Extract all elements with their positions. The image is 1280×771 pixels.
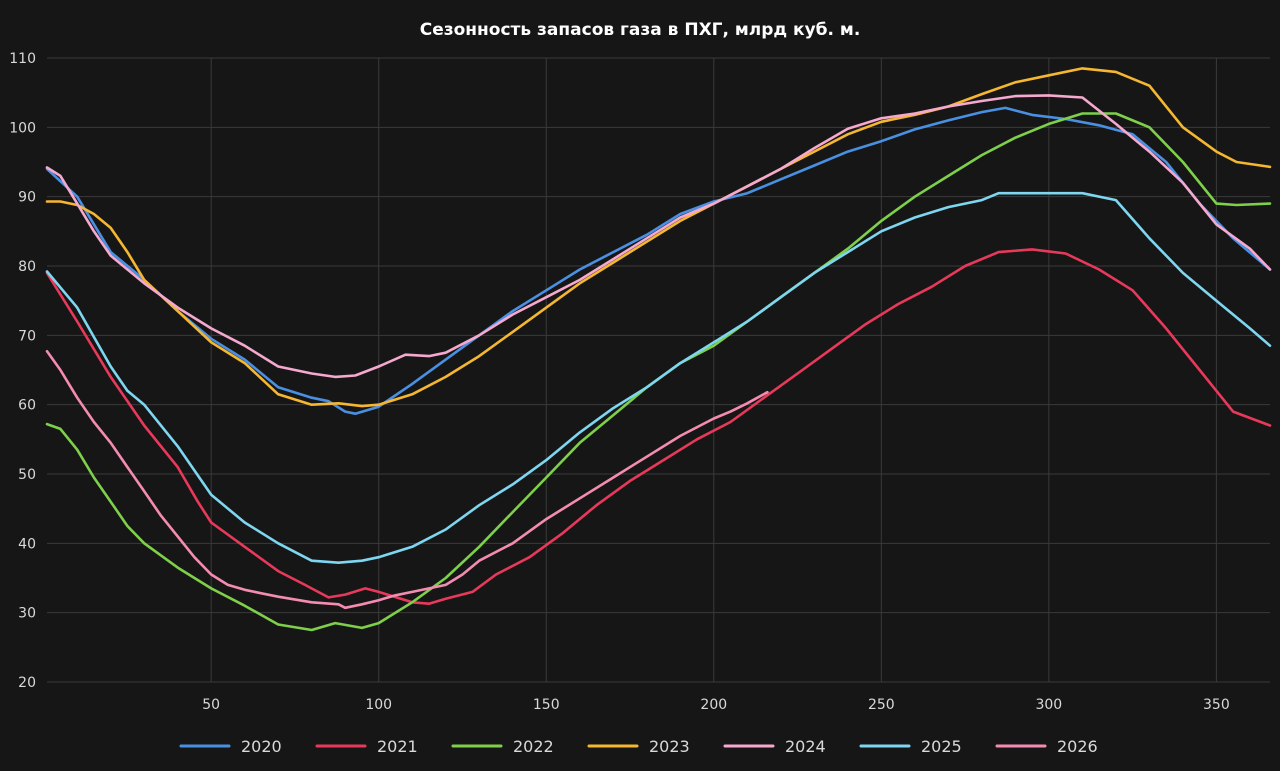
x-tick-label: 250	[868, 697, 895, 713]
series-line-2022	[45, 112, 1272, 632]
y-tick-label: 90	[18, 190, 36, 206]
legend-item-2024[interactable]: 2024	[723, 737, 826, 756]
y-tick-label: 30	[18, 606, 36, 622]
gridlines	[47, 57, 1270, 683]
y-tick-label: 70	[18, 328, 36, 344]
legend-label: 2021	[377, 737, 418, 756]
x-tick-label: 350	[1203, 697, 1230, 713]
x-tick-label: 150	[533, 697, 560, 713]
series-line-2021	[45, 248, 1272, 605]
legend-label: 2026	[1057, 737, 1098, 756]
legend-item-2021[interactable]: 2021	[315, 737, 418, 756]
legend-item-2026[interactable]: 2026	[995, 737, 1098, 756]
y-tick-label: 20	[18, 675, 36, 691]
series-line-2020	[45, 106, 1272, 415]
legend-label: 2024	[785, 737, 826, 756]
x-tick-label: 200	[700, 697, 727, 713]
series-lines	[45, 67, 1272, 632]
chart-title: Сезонность запасов газа в ПХГ, млрд куб.…	[420, 20, 861, 40]
legend-item-2023[interactable]: 2023	[587, 737, 690, 756]
y-tick-label: 110	[9, 51, 36, 67]
series-line-2025	[45, 191, 1272, 564]
legend: 2020 2021 2022 2023 2024 2025 2026	[179, 737, 1098, 756]
legend-item-2025[interactable]: 2025	[859, 737, 962, 756]
series-line-2026	[45, 350, 769, 610]
y-tick-label: 60	[18, 398, 36, 414]
y-tick-label: 40	[18, 536, 36, 552]
legend-label: 2023	[649, 737, 690, 756]
legend-label: 2022	[513, 737, 554, 756]
x-tick-label: 100	[365, 697, 392, 713]
series-line-2024	[45, 94, 1272, 379]
y-tick-label: 50	[18, 467, 36, 483]
x-tick-label: 50	[202, 697, 220, 713]
x-tick-label: 300	[1035, 697, 1062, 713]
legend-item-2022[interactable]: 2022	[451, 737, 554, 756]
y-axis: 20 30 40 50 60 70 80 90 100 110	[9, 51, 36, 691]
legend-label: 2020	[241, 737, 282, 756]
x-axis: 50 100 150 200 250 300 350	[202, 697, 1229, 713]
legend-label: 2025	[921, 737, 962, 756]
y-tick-label: 80	[18, 259, 36, 275]
y-tick-label: 100	[9, 120, 36, 136]
series-line-2023	[45, 67, 1272, 408]
legend-item-2020[interactable]: 2020	[179, 737, 282, 756]
